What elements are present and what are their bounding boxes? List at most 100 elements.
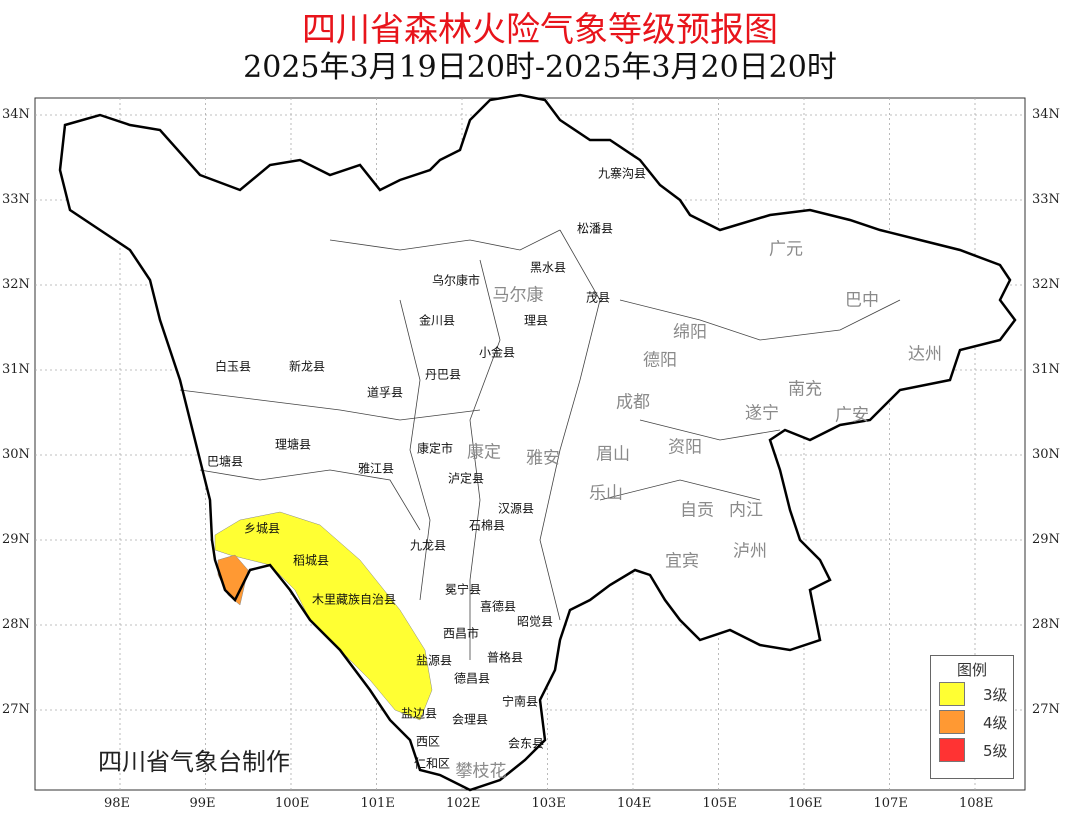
city-label: 泸州 <box>733 541 767 562</box>
lat-tick-label: 33N <box>2 192 30 207</box>
legend-item-4: 4级 <box>939 708 1013 736</box>
lat-tick-label: 34N <box>1032 107 1060 122</box>
county-label: 小金县 <box>478 345 516 360</box>
lat-tick-label: 32N <box>1032 277 1060 292</box>
lat-tick-label: 33N <box>1032 192 1060 207</box>
city-label: 广元 <box>769 239 803 260</box>
county-label: 理塘县 <box>274 437 312 452</box>
lon-tick-label: 104E <box>617 796 652 811</box>
risk-zone-level-4 <box>217 554 249 606</box>
city-label: 广安 <box>835 405 869 426</box>
boundary-line <box>199 469 421 531</box>
boundary-line <box>469 259 501 660</box>
county-label: 昭觉县 <box>516 614 554 629</box>
city-label: 内江 <box>729 500 763 521</box>
county-label: 普格县 <box>486 650 524 665</box>
lat-tick-label: 32N <box>2 277 30 292</box>
city-label: 宜宾 <box>665 551 699 572</box>
legend-label: 3级 <box>983 685 1008 704</box>
boundary-line <box>599 479 761 501</box>
county-label: 理县 <box>523 313 549 328</box>
lat-tick-label: 31N <box>1032 362 1060 377</box>
county-label: 茂县 <box>585 290 611 305</box>
city-label: 德阳 <box>643 350 677 371</box>
lat-tick-label: 27N <box>1032 702 1060 717</box>
city-label: 遂宁 <box>745 403 779 424</box>
city-label: 雅安 <box>526 448 560 469</box>
lat-tick-label: 27N <box>2 702 30 717</box>
lat-tick-label: 30N <box>2 447 30 462</box>
boundary-line <box>639 419 781 441</box>
county-label: 黑水县 <box>529 260 567 275</box>
city-label: 南充 <box>788 379 822 400</box>
legend-swatch <box>939 738 965 762</box>
county-label: 盐边县 <box>400 706 438 721</box>
legend-label: 5级 <box>983 741 1008 760</box>
lon-tick-label: 106E <box>788 796 823 811</box>
county-label: 乌尔康市 <box>431 273 481 288</box>
city-label: 成都 <box>616 392 650 413</box>
county-label: 康定市 <box>416 441 454 456</box>
city-label: 攀枝花 <box>455 761 507 782</box>
legend-label: 4级 <box>983 713 1008 732</box>
county-label: 汉源县 <box>497 501 535 516</box>
county-label: 雅江县 <box>357 461 395 476</box>
county-label: 会东县 <box>507 736 545 751</box>
lat-tick-label: 30N <box>1032 447 1060 462</box>
county-label: 仁和区 <box>413 756 451 771</box>
lon-tick-label: 105E <box>702 796 737 811</box>
legend-item-5: 5级 <box>939 736 1013 764</box>
lon-tick-label: 98E <box>104 796 131 811</box>
county-label: 石棉县 <box>468 518 506 533</box>
county-label: 松潘县 <box>576 221 614 236</box>
county-label: 盐源县 <box>415 653 453 668</box>
legend-title: 图例 <box>956 661 987 679</box>
boundary-line <box>329 229 561 251</box>
county-label: 稻城县 <box>292 553 330 568</box>
lat-tick-label: 31N <box>2 362 30 377</box>
city-label: 自贡 <box>680 500 714 521</box>
county-label: 会理县 <box>451 712 489 727</box>
legend-swatch <box>939 682 965 706</box>
legend: 图例 3级 4级 5级 <box>930 655 1014 779</box>
city-label: 资阳 <box>668 437 702 458</box>
lon-tick-label: 107E <box>873 796 908 811</box>
county-label: 泸定县 <box>447 471 485 486</box>
county-label: 九龙县 <box>409 538 447 553</box>
county-label: 金川县 <box>418 313 456 328</box>
legend-swatch <box>939 710 965 734</box>
county-label: 喜德县 <box>479 599 517 614</box>
city-label: 达州 <box>908 344 942 365</box>
city-label: 绵阳 <box>673 322 707 343</box>
legend-item-3: 3级 <box>939 680 1013 708</box>
county-label: 宁南县 <box>501 694 539 709</box>
lat-tick-label: 34N <box>2 107 30 122</box>
lon-tick-label: 99E <box>189 796 216 811</box>
county-label: 新龙县 <box>288 359 326 374</box>
city-label: 眉山 <box>596 444 630 465</box>
county-label: 道孚县 <box>366 385 404 400</box>
county-label: 巴塘县 <box>206 454 244 469</box>
city-label: 乐山 <box>589 483 623 504</box>
lat-tick-label: 29N <box>2 532 30 547</box>
boundary-line <box>539 229 601 621</box>
county-label: 乡城县 <box>243 521 281 536</box>
county-label: 德昌县 <box>453 671 491 686</box>
sichuan-border <box>58 93 1017 792</box>
city-label: 巴中 <box>845 290 879 311</box>
lon-tick-label: 108E <box>959 796 994 811</box>
credit-text: 四川省气象台制作 <box>98 748 290 776</box>
lat-tick-label: 28N <box>2 617 30 632</box>
map-title: 四川省森林火险气象等级预报图 <box>302 10 778 50</box>
lon-tick-label: 101E <box>360 796 395 811</box>
boundary-line <box>399 299 431 601</box>
lon-tick-label: 102E <box>446 796 481 811</box>
sichuan-fill <box>60 95 1015 790</box>
lon-tick-label: 100E <box>275 796 310 811</box>
county-label: 冕宁县 <box>444 582 482 597</box>
county-label: 丹巴县 <box>424 367 462 382</box>
lat-tick-label: 29N <box>1032 532 1060 547</box>
lon-tick-label: 103E <box>531 796 566 811</box>
